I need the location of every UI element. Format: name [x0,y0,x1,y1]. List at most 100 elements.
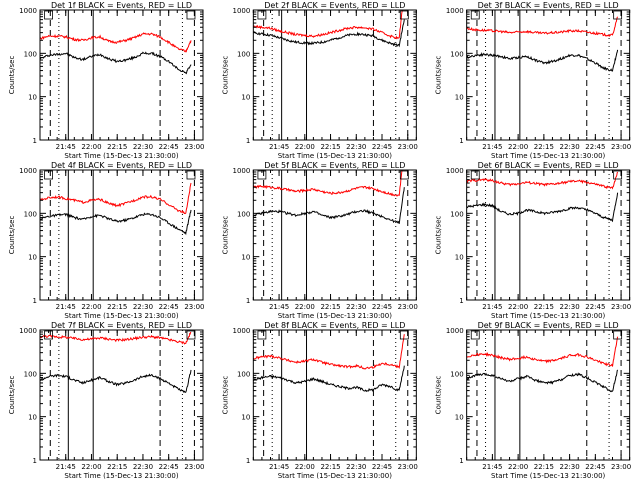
series-line-lld [253,170,403,197]
marker-f-box [399,10,409,20]
marker-f-box [399,330,409,340]
marker-f-box [186,170,196,180]
marker-s-box [470,330,480,340]
marker-f-box [186,10,196,20]
y-axis-label: Counts/sec [221,376,229,415]
axes-frame [39,9,204,141]
x-tick-label: 22:00 [295,143,315,151]
y-axis-label: Counts/sec [435,56,443,95]
marker-f-box [186,330,196,340]
data-area [466,336,619,393]
y-axis-label: Counts/sec [8,216,16,255]
axes-frame [466,169,631,301]
axes-frame [252,9,417,141]
x-tick-label: 21:45 [482,143,502,151]
x-axis-label: Start Time (15-Dec-13 21:30:00) [278,472,392,480]
x-axis-label: Start Time (15-Dec-13 21:30:00) [278,152,392,160]
x-tick-label: 21:45 [269,143,289,151]
x-tick-label: 22:30 [560,463,580,471]
x-tick-label: 22:30 [560,303,580,311]
data-area [40,32,192,75]
x-tick-label: 22:45 [585,463,605,471]
y-axis-label: Counts/sec [435,216,443,255]
y-tick-label: 10 [455,94,464,102]
chart-panel-8: Det 8f BLACK = Events, RED = LLD 1 10 100 10… [221,321,418,480]
y-tick-label: 1000 [233,327,251,335]
x-tick-label: 23:00 [184,143,204,151]
x-tick-label: 22:30 [346,143,366,151]
series-line-lld [466,171,619,190]
chart-panel-4: Det 4f BLACK = Events, RED = LLD 1 10 100 10… [8,161,205,320]
x-tick-label: 22:45 [159,463,179,471]
y-tick-label: 1 [459,137,463,145]
y-tick-label: 10 [241,254,250,262]
chart-panel-2: Det 2f BLACK = Events, RED = LLD 1 10 100 10… [221,1,418,160]
y-tick-label: 10 [241,94,250,102]
y-tick-label: 1000 [233,167,251,175]
x-tick-label: 21:45 [56,143,76,151]
marker-s-box [44,170,53,180]
x-tick-label: 22:00 [81,303,101,311]
x-axis-label: Start Time (15-Dec-13 21:30:00) [491,472,605,480]
series-line-events [253,187,405,224]
x-tick-label: 22:45 [585,143,605,151]
series-line-events [466,369,619,393]
axes-frame [39,329,204,461]
data-area [466,171,619,223]
y-tick-label: 1 [33,297,37,305]
data-area [466,16,619,72]
x-axis-label: Start Time (15-Dec-13 21:30:00) [491,312,605,320]
chart-panel-6: Det 6f BLACK = Events, RED = LLD 1 10 100 10… [435,161,632,320]
x-tick-label: 22:00 [508,463,528,471]
y-tick-label: 1 [246,457,250,465]
y-tick-label: 10 [28,94,37,102]
x-axis-label: Start Time (15-Dec-13 21:30:00) [278,312,392,320]
chart-title: Det 7f BLACK = Events, RED = LLD [51,321,192,330]
y-axis-label: Counts/sec [435,376,443,415]
x-tick-label: 22:15 [320,143,340,151]
marker-s-box [257,10,267,20]
x-tick-label: 22:00 [295,463,315,471]
y-tick-label: 1000 [446,7,464,15]
x-tick-label: 21:45 [269,463,289,471]
x-tick-label: 21:45 [482,303,502,311]
x-tick-label: 22:45 [159,143,179,151]
x-tick-label: 21:45 [269,303,289,311]
y-tick-label: 100 [450,210,463,218]
x-tick-label: 22:45 [372,303,392,311]
y-tick-label: 1000 [19,167,37,175]
chart-panel-5: Det 5f BLACK = Events, RED = LLD 1 10 100 10… [221,161,418,320]
y-tick-label: 1000 [446,167,464,175]
chart-title: Det 2f BLACK = Events, RED = LLD [264,1,405,10]
marker-s-box [257,170,267,180]
x-tick-label: 22:15 [534,303,554,311]
chart-title: Det 6f BLACK = Events, RED = LLD [478,161,619,170]
y-tick-label: 100 [450,50,463,58]
chart-panel-7: Det 7f BLACK = Events, RED = LLD 1 10 100 10… [8,321,205,480]
x-tick-label: 23:00 [398,303,418,311]
y-tick-label: 100 [24,50,37,58]
x-tick-label: 22:15 [107,143,127,151]
x-tick-label: 23:00 [611,303,631,311]
x-tick-label: 22:30 [133,463,153,471]
x-axis-label: Start Time (15-Dec-13 21:30:00) [491,152,605,160]
x-tick-label: 22:15 [107,303,127,311]
series-line-events [253,365,405,393]
marker-f-box [613,170,623,180]
y-tick-label: 10 [241,414,250,422]
x-axis-label: Start Time (15-Dec-13 21:30:00) [64,472,178,480]
x-tick-label: 22:30 [133,143,153,151]
y-axis-label: Counts/sec [8,56,16,95]
y-tick-label: 1 [33,457,37,465]
y-tick-label: 10 [455,414,464,422]
y-tick-label: 100 [450,370,463,378]
chart-title: Det 5f BLACK = Events, RED = LLD [264,161,405,170]
data-area [253,170,405,224]
x-tick-label: 22:45 [372,463,392,471]
chart-title: Det 9f BLACK = Events, RED = LLD [478,321,619,330]
y-tick-label: 10 [28,254,37,262]
series-line-events [40,209,192,236]
x-tick-label: 22:15 [320,303,340,311]
marker-s-box [470,170,480,180]
